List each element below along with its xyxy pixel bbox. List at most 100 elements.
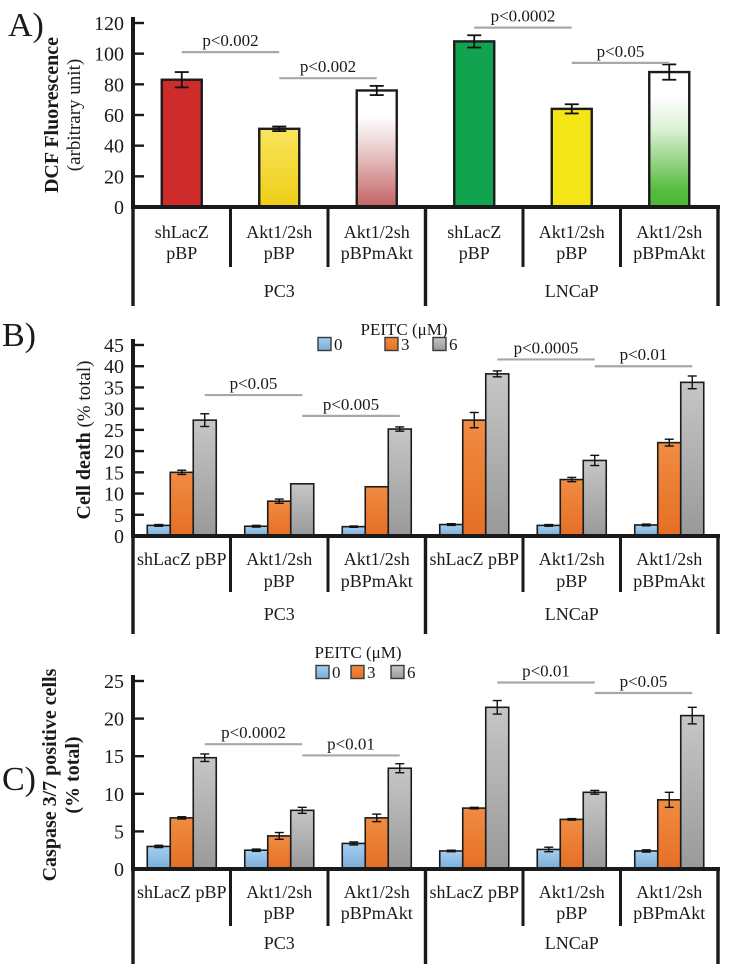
bar bbox=[364, 485, 390, 537]
bar bbox=[484, 373, 510, 537]
legend-swatch bbox=[390, 664, 405, 680]
y-axis-label: Caspase 3/7 positive cells bbox=[39, 668, 61, 881]
group-label: shLacZ pBP bbox=[137, 882, 227, 902]
y-tick-label: 5 bbox=[114, 505, 124, 527]
panel-c: C) 0 5 10 15 20 25 Caspase 3/7 positive cells (%… bbox=[2, 643, 720, 964]
cell-line-label: PC3 bbox=[264, 281, 295, 301]
bar bbox=[648, 70, 691, 209]
panel-label: C) bbox=[2, 761, 36, 798]
bar bbox=[169, 471, 195, 537]
group-label: Akt1/2sh bbox=[246, 222, 312, 242]
bar bbox=[582, 459, 608, 537]
bar bbox=[656, 441, 682, 537]
bar bbox=[364, 817, 390, 870]
group-label: shLacZ pBP bbox=[430, 882, 520, 902]
group-label: pBPmAkt bbox=[633, 571, 705, 591]
panel-a: A) 0 20 40 60 80 100 120 DCF Fluorescence (arbitr… bbox=[8, 7, 720, 306]
group-label: Akt1/2sh bbox=[636, 882, 702, 902]
y-axis-label-segment: (% total) bbox=[62, 736, 84, 813]
legend-swatch bbox=[350, 664, 365, 680]
bar bbox=[192, 419, 218, 537]
bar bbox=[559, 478, 585, 537]
group-label: pBPmAkt bbox=[341, 903, 413, 923]
bar bbox=[341, 842, 367, 870]
significance-label: p<0.002 bbox=[202, 31, 258, 50]
significance-label: p<0.05 bbox=[620, 672, 668, 691]
bar bbox=[387, 767, 413, 870]
significance-label: p<0.05 bbox=[597, 42, 645, 61]
legend-swatch bbox=[317, 336, 332, 352]
significance-label: p<0.01 bbox=[620, 345, 668, 364]
significance-label: p<0.005 bbox=[323, 395, 379, 414]
y-tick-label: 30 bbox=[104, 399, 124, 421]
bar bbox=[169, 817, 195, 870]
legend-swatch bbox=[384, 336, 399, 352]
bar bbox=[258, 127, 301, 209]
group-label: Akt1/2sh bbox=[636, 549, 702, 569]
group-label: pBP bbox=[264, 571, 295, 591]
y-axis-label-segment: Caspase 3/7 positive cells bbox=[39, 668, 61, 881]
legend-title: PEITC (μM) bbox=[314, 643, 401, 662]
bar bbox=[289, 809, 315, 870]
y-tick-label: 15 bbox=[104, 746, 124, 768]
legend-swatch bbox=[432, 336, 447, 352]
bar bbox=[461, 419, 487, 537]
y-axis-label-segment: (% total) bbox=[74, 361, 95, 433]
group-label: pBPmAkt bbox=[341, 571, 413, 591]
legend-item-label: 6 bbox=[407, 663, 416, 682]
bar bbox=[146, 845, 172, 870]
group-label: pBP bbox=[556, 243, 587, 263]
legend-item-label: 3 bbox=[367, 663, 376, 682]
legend-item-label: 6 bbox=[449, 335, 458, 354]
y-tick-label: 120 bbox=[94, 13, 124, 35]
group-label: shLacZ pBP bbox=[137, 549, 227, 569]
y-tick-label: 20 bbox=[104, 166, 124, 188]
group-label: Akt1/2sh bbox=[344, 882, 410, 902]
y-axis-label-segment: DCF Fluorescence bbox=[41, 37, 63, 193]
bar bbox=[192, 756, 218, 870]
bar bbox=[438, 850, 464, 870]
bar bbox=[266, 835, 292, 870]
legend-item-label: 0 bbox=[334, 335, 343, 354]
group-label: pBP bbox=[166, 243, 197, 263]
cell-line-label: PC3 bbox=[264, 933, 295, 953]
bar bbox=[266, 500, 292, 537]
significance-label: p<0.01 bbox=[327, 734, 375, 753]
y-tick-label: 100 bbox=[94, 44, 124, 66]
y-axis-label: Cell death (% total) bbox=[73, 361, 95, 520]
group-label: pBPmAkt bbox=[633, 243, 705, 263]
significance-label: p<0.0002 bbox=[491, 7, 556, 26]
group-label: pBP bbox=[459, 243, 490, 263]
y-tick-label: 35 bbox=[104, 377, 124, 399]
panel-label: B) bbox=[2, 317, 36, 354]
group-label: pBPmAkt bbox=[341, 243, 413, 263]
legend-item-label: 3 bbox=[401, 335, 410, 354]
bar bbox=[289, 482, 315, 537]
cell-line-label: LNCaP bbox=[545, 604, 599, 624]
group-label: Akt1/2sh bbox=[636, 222, 702, 242]
bar bbox=[633, 850, 659, 870]
legend-item-label: 0 bbox=[332, 663, 341, 682]
bar bbox=[484, 706, 510, 870]
bar bbox=[243, 849, 269, 870]
group-label: pBP bbox=[556, 571, 587, 591]
group-label: Akt1/2sh bbox=[539, 549, 605, 569]
y-tick-label: 10 bbox=[104, 484, 124, 506]
y-tick-label: 25 bbox=[104, 671, 124, 693]
significance-label: p<0.01 bbox=[522, 662, 570, 681]
y-axis-label: (arbitrary unit) bbox=[64, 59, 85, 171]
y-tick-label: 40 bbox=[104, 136, 124, 158]
y-axis-label-segment: Cell death bbox=[73, 432, 95, 519]
panel-label: A) bbox=[8, 7, 44, 44]
bar bbox=[461, 807, 487, 870]
bar bbox=[387, 428, 413, 537]
y-tick-label: 10 bbox=[104, 784, 124, 806]
y-tick-label: 15 bbox=[104, 462, 124, 484]
group-label: shLacZ bbox=[155, 222, 209, 242]
significance-label: p<0.0005 bbox=[514, 338, 579, 357]
bar bbox=[559, 818, 585, 870]
significance-label: p<0.0002 bbox=[221, 723, 286, 742]
